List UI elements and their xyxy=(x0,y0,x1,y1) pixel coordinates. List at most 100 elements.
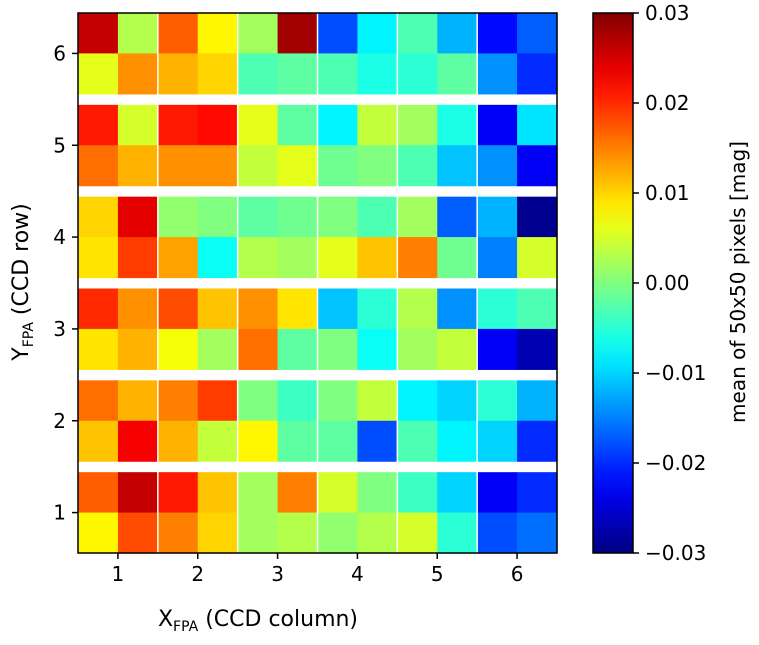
heatmap-cell xyxy=(197,472,239,514)
heatmap-cell xyxy=(78,145,119,187)
heatmap-cell xyxy=(317,288,359,330)
colorbar-label: mean of 50x50 pixels [mag] xyxy=(726,141,750,423)
colorbar-tick-label: −0.02 xyxy=(645,451,706,475)
x-axis-ticks: 1 2 3 4 5 6 xyxy=(112,553,523,586)
heatmap-cell xyxy=(197,512,239,554)
heatmap-cell xyxy=(397,104,438,146)
x-tick-label: 2 xyxy=(191,562,204,586)
heatmap-cell xyxy=(317,145,359,187)
heatmap-cell xyxy=(237,53,279,95)
heatmap-cell xyxy=(277,145,319,187)
x-axis-label-main: X xyxy=(158,607,173,632)
heatmap-cell xyxy=(157,288,199,330)
heatmap-cell xyxy=(78,104,119,146)
heatmap-cell xyxy=(517,196,558,238)
y-tick-label: 6 xyxy=(53,41,66,65)
y-tick-label: 4 xyxy=(53,225,66,249)
heatmap-cell xyxy=(517,145,558,187)
heatmap-cell xyxy=(517,512,558,554)
heatmap-cell xyxy=(117,288,159,330)
heatmap-cell xyxy=(517,288,558,330)
heatmap-cell xyxy=(397,288,438,330)
heatmap-cell xyxy=(397,53,438,95)
heatmap-cell xyxy=(317,237,359,279)
y-axis-label-main: Y xyxy=(9,347,34,362)
heatmap-cell xyxy=(237,237,279,279)
heatmap-cell xyxy=(517,237,558,279)
colorbar-tick-label: −0.01 xyxy=(645,361,706,385)
heatmap-cell xyxy=(397,380,438,422)
x-axis-label-sub: FPA xyxy=(173,619,199,635)
heatmap-cell xyxy=(517,472,558,514)
heatmap-cell xyxy=(477,13,518,55)
heatmap-cell xyxy=(78,380,119,422)
heatmap-cell xyxy=(517,13,558,55)
heatmap-cell xyxy=(317,420,359,462)
heatmap-cell xyxy=(157,53,199,95)
heatmap-cell xyxy=(357,104,398,146)
heatmap-cell xyxy=(477,288,518,330)
heatmap-cell xyxy=(277,196,319,238)
y-axis-label-rest: (CCD row) xyxy=(9,203,34,322)
heatmap-cell xyxy=(277,380,319,422)
ccd-grid-lines xyxy=(157,13,478,553)
heatmap-cell xyxy=(437,380,478,422)
heatmap-cell xyxy=(517,104,558,146)
heatmap-cell xyxy=(117,104,159,146)
heatmap-cell xyxy=(517,328,558,370)
y-axis-ticks: 1 2 3 4 5 6 xyxy=(53,41,78,525)
colorbar-tick-label: 0.03 xyxy=(645,1,690,25)
heatmap-cell xyxy=(477,380,518,422)
x-tick-label: 4 xyxy=(351,562,364,586)
heatmap-cell xyxy=(78,196,119,238)
heatmap-cell xyxy=(437,13,478,55)
y-axis-label-sub: FPA xyxy=(21,322,37,348)
heatmap-cell xyxy=(397,512,438,554)
x-axis-label-rest: (CCD column) xyxy=(198,607,358,632)
x-tick-label: 3 xyxy=(271,562,284,586)
heatmap-cell xyxy=(357,145,398,187)
x-tick-label: 5 xyxy=(431,562,444,586)
heatmap-cell xyxy=(197,420,239,462)
heatmap-cell xyxy=(237,380,279,422)
heatmap-cell xyxy=(437,237,478,279)
heatmap-cell xyxy=(277,237,319,279)
x-tick-label: 1 xyxy=(112,562,125,586)
heatmap-cell xyxy=(397,472,438,514)
heatmap-cell xyxy=(237,288,279,330)
heatmap-cell xyxy=(277,13,319,55)
heatmap-cell xyxy=(117,472,159,514)
y-tick-label: 2 xyxy=(53,409,66,433)
heatmap-cell xyxy=(437,328,478,370)
heatmap-cell xyxy=(517,53,558,95)
heatmap-cell xyxy=(157,145,199,187)
heatmap-cell xyxy=(397,13,438,55)
heatmap-cell xyxy=(357,328,398,370)
heatmap-cell xyxy=(437,512,478,554)
heatmap-cell xyxy=(78,237,119,279)
heatmap-cell xyxy=(397,145,438,187)
heatmap-cell xyxy=(197,145,239,187)
heatmap-cell xyxy=(357,380,398,422)
heatmap-cell xyxy=(477,420,518,462)
heatmap-cell xyxy=(157,472,199,514)
heatmap-cell xyxy=(237,104,279,146)
heatmap-cell xyxy=(277,512,319,554)
heatmap-cell xyxy=(357,472,398,514)
heatmap-cell xyxy=(157,196,199,238)
heatmap-cell xyxy=(117,328,159,370)
heatmap-cell xyxy=(237,328,279,370)
heatmap-cell xyxy=(277,53,319,95)
heatmap-cell xyxy=(477,328,518,370)
heatmap-cell xyxy=(157,13,199,55)
x-axis-label: XFPA (CCD column) xyxy=(158,607,358,635)
heatmap-cell xyxy=(437,288,478,330)
heatmap-cell xyxy=(397,328,438,370)
colorbar-tick-label: 0.01 xyxy=(645,181,690,205)
y-tick-label: 3 xyxy=(53,317,66,341)
heatmap-cell xyxy=(197,328,239,370)
heatmap-cell xyxy=(197,196,239,238)
heatmap-cell xyxy=(397,196,438,238)
